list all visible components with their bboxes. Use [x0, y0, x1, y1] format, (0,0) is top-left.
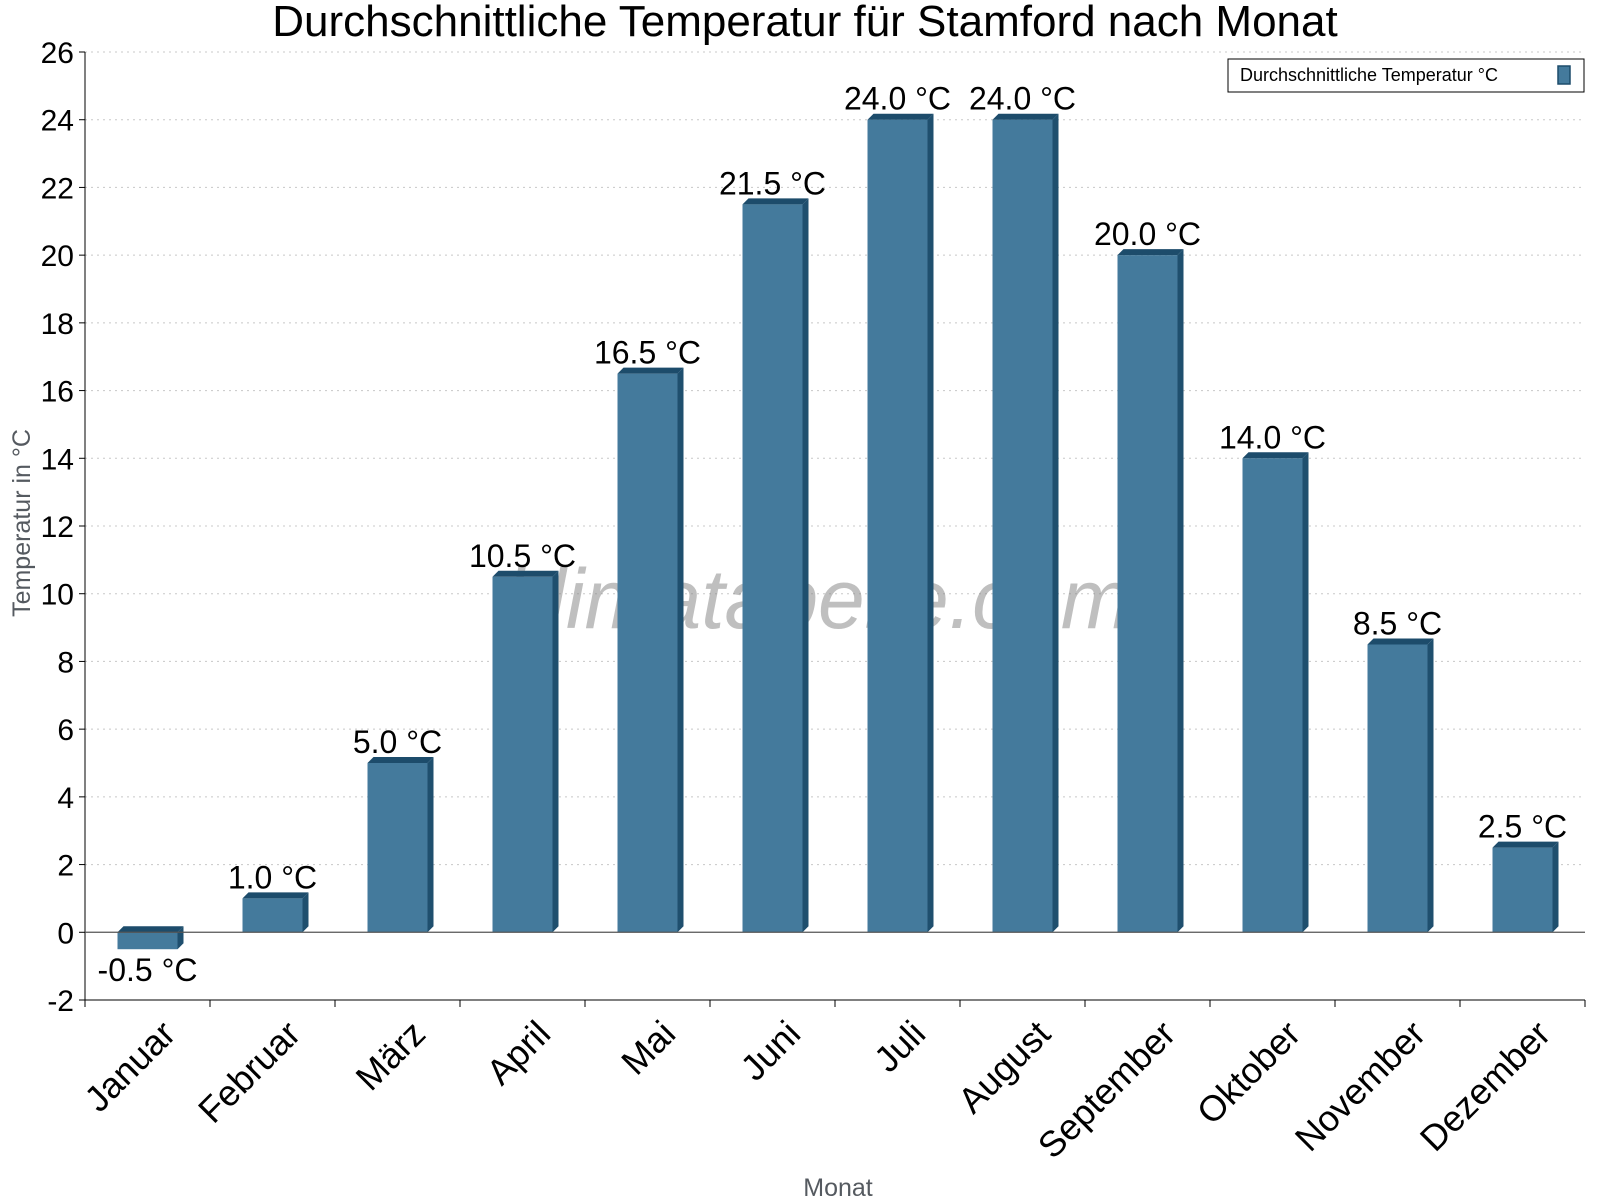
y-tick-label: 4 [57, 782, 74, 815]
bar-front [992, 119, 1053, 933]
bar-front [117, 932, 178, 950]
bar-front [1242, 458, 1303, 933]
data-label: 14.0 °C [1219, 419, 1326, 455]
bar-mai [617, 367, 684, 933]
bar-top [1117, 249, 1184, 256]
y-tick-label: 0 [57, 917, 74, 950]
data-label: 8.5 °C [1353, 606, 1442, 642]
bar-august [992, 113, 1059, 933]
bar-april [492, 570, 559, 933]
bar-top [742, 198, 809, 205]
bar-side [1052, 113, 1059, 933]
x-tick-label: März [348, 1013, 434, 1099]
bar-front [1367, 644, 1428, 933]
data-label: 24.0 °C [844, 81, 951, 117]
y-tick-label: 20 [41, 240, 74, 273]
y-tick-label: 10 [41, 579, 74, 612]
bar-side [302, 892, 309, 933]
bar-top [867, 113, 934, 120]
bar-side [1427, 638, 1434, 933]
bar-side [1177, 249, 1184, 933]
x-axis-title: Monat [803, 1174, 873, 1200]
bar-top [1367, 638, 1434, 645]
x-tick-label: September [1030, 1013, 1184, 1167]
data-label: 1.0 °C [228, 859, 317, 895]
y-tick-label: 24 [41, 105, 74, 138]
bar-februar [242, 892, 309, 933]
x-tick-label: November [1287, 1013, 1433, 1159]
bar-side [1552, 841, 1559, 933]
x-tick-label: Januar [76, 1013, 183, 1120]
bar-top [492, 570, 559, 577]
x-tick-label: August [950, 1013, 1058, 1121]
bar-september [1117, 249, 1184, 933]
bar-side [677, 367, 684, 933]
legend-swatch [1557, 65, 1571, 85]
y-axis-title: Temperatur in °C [8, 429, 36, 617]
legend-box [1227, 58, 1585, 93]
x-tick-label: Februar [190, 1013, 308, 1131]
bar-top [242, 892, 309, 899]
bar-side [427, 757, 434, 933]
data-label: 24.0 °C [969, 81, 1076, 117]
bar-front [617, 373, 678, 933]
data-label: 10.5 °C [469, 538, 576, 574]
bar-front [1492, 847, 1553, 933]
data-label: -0.5 °C [98, 952, 198, 988]
bar-top [367, 757, 434, 763]
y-tick-label: 2 [57, 850, 74, 883]
y-tick-label: 6 [57, 714, 74, 747]
y-tick-label: 18 [41, 308, 74, 341]
bar-november [1367, 638, 1434, 933]
data-label: 5.0 °C [353, 724, 442, 760]
bar-märz [367, 757, 434, 933]
x-tick-label: Dezember [1412, 1013, 1558, 1159]
grid-lines [85, 51, 1585, 1001]
x-tick-label: Oktober [1189, 1013, 1309, 1133]
bar-front [1117, 255, 1178, 933]
data-labels: -0.5 °C 1.0 °C 5.0 °C 10.5 °C 16.5 °C 21.5 °C… [98, 81, 1568, 989]
data-label: 16.5 °C [594, 335, 701, 371]
bars [117, 113, 1559, 950]
x-tick-label: Mai [613, 1013, 683, 1083]
bar-side [802, 198, 809, 933]
axes [79, 51, 1586, 1007]
x-tick-label: Juni [732, 1013, 808, 1089]
bar-top [1242, 452, 1309, 459]
y-tick-label: 22 [41, 172, 74, 205]
data-label: 2.5 °C [1478, 809, 1567, 845]
bar-front [367, 763, 428, 933]
bar-top [1492, 841, 1559, 848]
bar-oktober [1242, 452, 1309, 933]
y-tick-label: 14 [41, 443, 74, 476]
bar-front [242, 898, 303, 933]
bar-side [552, 570, 559, 933]
y-tick-label: 16 [41, 376, 74, 409]
legend: Durchschnittliche Temperatur °C [1227, 58, 1585, 93]
x-tick-label: April [478, 1013, 558, 1093]
bar-side [927, 113, 934, 933]
x-tick-label: Juli [866, 1013, 933, 1080]
bar-dezember [1492, 841, 1559, 933]
y-tick-label: 26 [41, 37, 74, 70]
y-tick-label: 8 [57, 646, 74, 679]
chart-title: Durchschnittliche Temperatur für Stamfor… [272, 0, 1337, 46]
bar-top [992, 113, 1059, 120]
bar-front [742, 204, 803, 933]
data-label: 20.0 °C [1094, 216, 1201, 252]
bar-januar [117, 926, 184, 950]
y-tick-label: 12 [41, 511, 74, 544]
legend-label: Durchschnittliche Temperatur °C [1240, 65, 1498, 85]
y-tick-label: -2 [47, 985, 74, 1018]
bar-front [867, 119, 928, 933]
bar-top [117, 926, 184, 933]
bar-front [492, 576, 553, 933]
bar-juni [742, 198, 809, 933]
data-label: 21.5 °C [719, 165, 826, 201]
bar-juli [867, 113, 934, 933]
bar-side [1302, 452, 1309, 933]
bar-top [617, 367, 684, 374]
